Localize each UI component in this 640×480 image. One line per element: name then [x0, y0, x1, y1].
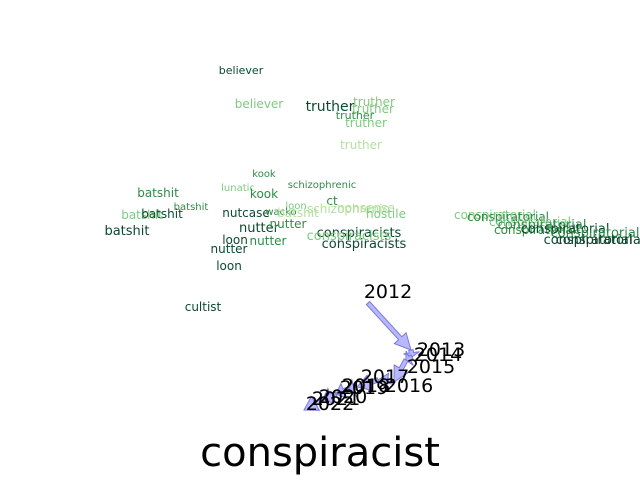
- neighbor-word: batshit: [137, 186, 179, 200]
- neighbor-word: conspiracists: [317, 226, 402, 241]
- neighbor-word: batshit: [174, 202, 209, 213]
- neighbor-word: nutter: [270, 217, 307, 231]
- neighbor-word: conspiracists: [307, 229, 392, 244]
- neighbor-word: batshit: [277, 206, 319, 220]
- neighbor-word: conspiratorial: [551, 226, 640, 241]
- neighbor-word: truther: [336, 109, 375, 122]
- neighbor-word: truther: [345, 116, 387, 130]
- neighbor-word: hostile: [366, 207, 406, 221]
- year-label: 2022: [306, 393, 354, 415]
- neighbor-word: ct: [326, 194, 338, 208]
- neighbor-word: loon: [222, 233, 248, 247]
- target-word-title: conspiracist: [200, 430, 440, 476]
- neighbor-word: nutter: [250, 234, 287, 248]
- neighbor-word: truther: [306, 99, 355, 115]
- neighbor-word: conspiracists: [322, 237, 407, 252]
- neighbor-word: conspiratorial: [498, 218, 587, 233]
- neighbor-word: batshit: [121, 208, 163, 222]
- neighbor-word: truther: [353, 95, 395, 109]
- neighbor-word: nutter: [211, 242, 248, 256]
- trajectory-arrow: [365, 300, 412, 351]
- neighbor-word: loon: [285, 201, 306, 212]
- neighbor-word: conspiratorial: [467, 210, 549, 224]
- trajectory-arrow: [393, 358, 410, 383]
- neighbor-word: truther: [352, 102, 394, 116]
- neighbor-word: schizophrenic: [307, 202, 389, 216]
- neighbor-word: conspiratorial: [521, 222, 610, 237]
- neighbor-word: nutter: [239, 221, 280, 236]
- neighbor-word: truther: [340, 138, 382, 152]
- trajectory-arrow: [377, 372, 395, 391]
- neighbor-word: schizophrenic: [288, 180, 357, 191]
- trajectory-arrow: [322, 387, 338, 405]
- neighbor-word: conspiratorial: [556, 233, 640, 248]
- neighbor-word: cultist: [185, 300, 222, 314]
- trajectory-arrow: [356, 374, 380, 392]
- neighbor-word: wacko: [265, 207, 296, 218]
- neighbor-word: kook: [252, 169, 276, 180]
- neighbor-word: conspiratorial: [544, 233, 633, 248]
- year-label: 2016: [385, 375, 433, 397]
- neighbor-word: lunatic: [221, 183, 255, 194]
- trajectory-arrow: [405, 350, 414, 366]
- year-label: 2012: [364, 281, 412, 303]
- year-label: 2015: [407, 356, 455, 378]
- year-label: 2019: [340, 377, 388, 399]
- neighbor-word: conspiratorial: [489, 215, 571, 229]
- neighbor-word: nutcase: [222, 206, 270, 220]
- neighbor-word: loon: [216, 259, 242, 273]
- year-label: 2014: [414, 344, 462, 366]
- neighbor-word: batshit: [141, 207, 183, 221]
- trajectory-arrows: [303, 300, 420, 411]
- year-label: 2020: [319, 386, 367, 408]
- neighbor-word: nonsense: [337, 201, 394, 215]
- year-label: 2021: [312, 388, 360, 410]
- year-label: 2013: [417, 339, 465, 361]
- year-label: 2018: [342, 375, 390, 397]
- year-label: 2017: [361, 366, 409, 388]
- trajectory-arrow: [303, 395, 325, 411]
- neighbor-word: believer: [219, 64, 264, 77]
- neighbor-word: conspiratorial: [494, 223, 576, 237]
- neighbor-word: believer: [235, 97, 284, 111]
- neighbor-word: kook: [250, 187, 278, 201]
- neighbor-word: batshit: [104, 224, 149, 239]
- neighbor-word: conspiratorial: [454, 208, 536, 222]
- trajectory-arrow: [348, 378, 359, 398]
- trajectory-arrow: [335, 382, 351, 400]
- year-labels: 2012 201320142015201620172018201920202021…: [306, 281, 465, 415]
